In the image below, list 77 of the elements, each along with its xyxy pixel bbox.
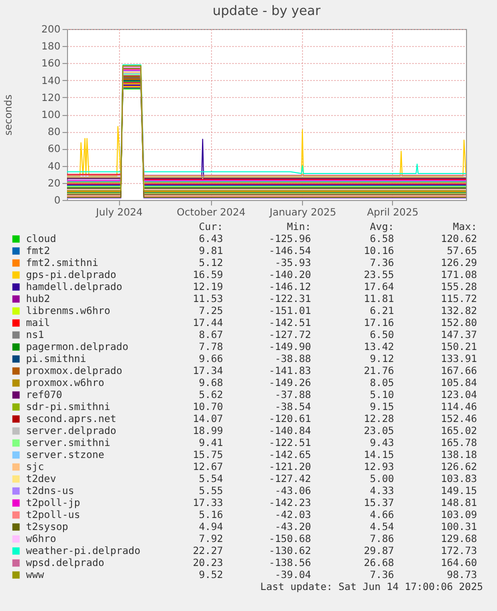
text: 9.41 -122.51 9.43 165.78 bbox=[198, 438, 477, 449]
y-tick-label: 180 bbox=[41, 42, 60, 53]
text: 6.43 -125.96 6.58 120.62 bbox=[198, 234, 477, 245]
legend-label: pi.smithni bbox=[26, 354, 86, 365]
legend-label: www bbox=[26, 570, 46, 581]
y-tick-label: 200 bbox=[41, 24, 60, 36]
legend-label: sjc bbox=[26, 462, 44, 473]
text: 9.68 -149.26 8.05 105.84 bbox=[198, 378, 477, 389]
legend-label: librenms.w6hro bbox=[26, 306, 110, 317]
text: 5.54 -127.42 5.00 103.83 bbox=[198, 474, 477, 485]
text: 5.16 -42.03 4.66 103.09 bbox=[198, 510, 477, 521]
text: 17.33 -142.23 15.37 148.81 bbox=[192, 498, 477, 509]
y-axis-title: seconds bbox=[3, 94, 14, 136]
legend-label: server.stzone bbox=[26, 450, 104, 461]
legend-label: sdr-pi.smithni bbox=[26, 402, 110, 413]
legend-label: hamdell.delprado bbox=[26, 282, 122, 293]
text: 12.19 -146.12 17.64 155.28 bbox=[192, 282, 477, 293]
y-tick-label: 100 bbox=[41, 110, 60, 121]
y-tick-label: 80 bbox=[48, 127, 60, 138]
x-tick-label: October 2024 bbox=[176, 208, 246, 218]
y-tick-label: 60 bbox=[48, 144, 60, 156]
legend-label: fmt2 bbox=[26, 246, 50, 257]
text: 20.23 -138.56 26.68 164.60 bbox=[192, 558, 477, 569]
legend-label: wpsd.delprado bbox=[26, 558, 104, 569]
text: 8.67 -127.72 6.50 147.37 bbox=[198, 330, 477, 341]
legend-label: t2poll-jp bbox=[26, 498, 80, 509]
legend-label: t2poll-us bbox=[26, 510, 80, 521]
legend-label: pagermon.delprado bbox=[26, 342, 128, 353]
legend-label: mail bbox=[26, 318, 50, 329]
text: 12.67 -121.20 12.93 126.62 bbox=[192, 462, 477, 473]
text: 4.94 -43.20 4.54 100.31 bbox=[198, 522, 477, 533]
legend-label: hub2 bbox=[26, 294, 50, 305]
legend-label: fmt2.smithni bbox=[26, 258, 98, 269]
legend-label: gps-pi.delprado bbox=[26, 270, 116, 281]
text: 9.52 -39.04 7.36 98.73 bbox=[198, 570, 477, 581]
y-tick-label: 140 bbox=[41, 76, 60, 87]
legend-label: t2dev bbox=[26, 474, 56, 485]
y-tick-label: 120 bbox=[41, 92, 60, 104]
x-tick-label: July 2024 bbox=[95, 208, 143, 218]
legend-label: ref070 bbox=[26, 390, 62, 401]
text: 7.92 -150.68 7.86 129.68 bbox=[198, 534, 477, 545]
text: 11.53 -122.31 11.81 115.72 bbox=[192, 294, 477, 305]
legend-label: second.aprs.net bbox=[26, 414, 116, 425]
text: 14.07 -120.61 12.28 152.46 bbox=[192, 414, 477, 425]
legend-label: weather-pi.delprado bbox=[26, 546, 140, 557]
text: 9.81 -146.54 10.16 57.65 bbox=[198, 246, 477, 257]
text: 5.62 -37.88 5.10 123.04 bbox=[198, 390, 477, 401]
y-tick-label: 0 bbox=[54, 196, 60, 206]
text: 18.99 -140.84 23.05 165.02 bbox=[192, 426, 477, 437]
text: 10.70 -38.54 9.15 114.46 bbox=[192, 402, 477, 413]
text: 7.25 -151.01 6.21 132.82 bbox=[198, 306, 477, 317]
text: 9.66 -38.88 9.12 133.91 bbox=[198, 354, 477, 365]
legend-label: server.delprado bbox=[26, 426, 116, 437]
text: 5.55 -43.06 4.33 149.15 bbox=[198, 486, 477, 497]
x-tick-label: January 2025 bbox=[268, 208, 336, 218]
legend-label: t2dns-us bbox=[26, 486, 74, 497]
legend-label: t2sysop bbox=[26, 522, 68, 533]
chart-title: update - by year bbox=[212, 4, 322, 19]
text: 15.75 -142.65 14.15 138.18 bbox=[192, 450, 477, 461]
legend-label: server.smithni bbox=[26, 438, 110, 449]
y-tick-label: 20 bbox=[48, 178, 60, 190]
legend-label: cloud bbox=[26, 234, 56, 245]
text: Cur: Min: Avg: Max: bbox=[198, 222, 477, 233]
text: Last update: Sat Jun 14 17:00:06 2025 bbox=[260, 582, 483, 593]
text: 17.34 -141.83 21.76 167.66 bbox=[192, 366, 477, 377]
legend-label: ns1 bbox=[26, 330, 44, 341]
text: 5.12 -35.93 7.36 126.29 bbox=[198, 258, 477, 269]
x-tick-label: April 2025 bbox=[366, 208, 418, 218]
y-tick-label: 160 bbox=[41, 58, 60, 70]
text: 16.59 -140.20 23.55 171.08 bbox=[192, 270, 477, 281]
legend-label: w6hro bbox=[26, 534, 56, 545]
legend-label: proxmox.w6hro bbox=[26, 378, 104, 389]
text: 17.44 -142.51 17.16 152.80 bbox=[192, 318, 477, 329]
text: 22.27 -130.62 29.87 172.73 bbox=[192, 546, 477, 557]
legend-label: proxmox.delprado bbox=[26, 366, 122, 377]
text: 7.78 -149.90 13.42 150.21 bbox=[198, 342, 477, 353]
y-tick-label: 40 bbox=[48, 161, 60, 172]
